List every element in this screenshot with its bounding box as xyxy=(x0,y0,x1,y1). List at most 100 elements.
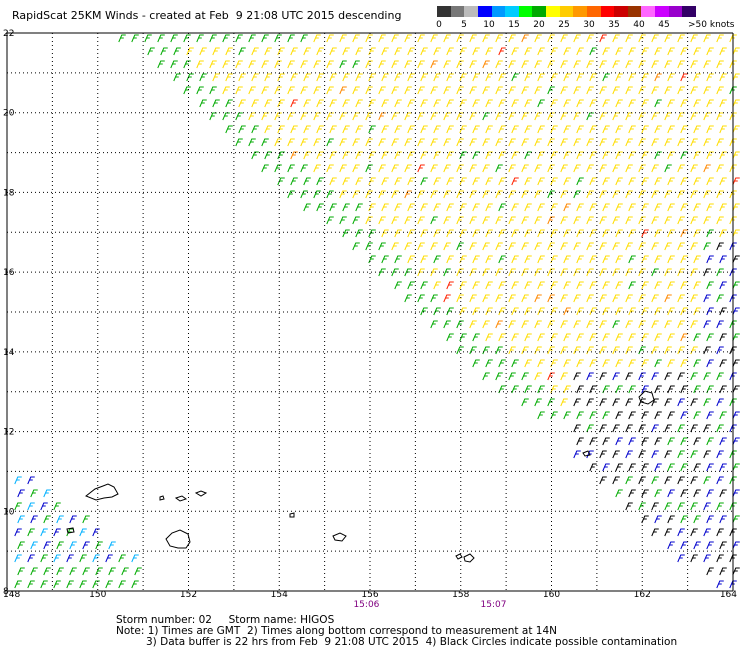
wind-barb xyxy=(121,567,129,576)
wind-barb xyxy=(625,398,633,407)
wind-barb xyxy=(238,73,246,82)
wind-barb xyxy=(238,47,246,56)
wind-barb xyxy=(680,307,688,316)
wind-barb xyxy=(511,385,519,394)
wind-barb xyxy=(443,34,451,43)
wind-barb xyxy=(716,346,724,355)
wind-barb xyxy=(664,450,672,459)
wind-barb xyxy=(511,99,519,108)
wind-barb xyxy=(378,86,386,95)
wind-barb xyxy=(326,112,334,121)
wind-barb xyxy=(625,424,633,433)
wind-barb xyxy=(573,86,581,95)
wind-barb xyxy=(560,398,568,407)
wind-barb xyxy=(667,99,675,108)
wind-barb xyxy=(264,125,272,134)
wind-barb xyxy=(443,60,451,69)
island-fais xyxy=(455,553,463,560)
wind-barb xyxy=(316,73,324,82)
wind-barb xyxy=(14,554,22,563)
wind-barb xyxy=(560,60,568,69)
wind-barb xyxy=(599,138,607,147)
wind-barb xyxy=(469,216,477,225)
wind-barb xyxy=(417,190,425,199)
wind-barb xyxy=(417,86,425,95)
wind-barb xyxy=(651,190,659,199)
wind-barb xyxy=(664,476,672,485)
wind-barb xyxy=(391,60,399,69)
wind-barb xyxy=(612,294,620,303)
wind-barb xyxy=(404,60,412,69)
wind-barb xyxy=(300,60,308,69)
wind-barb xyxy=(498,281,506,290)
wind-barb xyxy=(303,47,311,56)
wind-barb xyxy=(30,515,38,524)
wind-barb xyxy=(485,151,493,160)
wind-barb xyxy=(511,307,519,316)
wind-barb xyxy=(651,294,659,303)
wind-barb xyxy=(472,73,480,82)
wind-barb xyxy=(508,60,516,69)
wind-barb xyxy=(40,528,48,537)
wind-barb xyxy=(625,372,633,381)
wind-barb xyxy=(703,450,711,459)
wind-barb xyxy=(459,281,467,290)
wind-barb xyxy=(157,60,165,69)
wind-barb xyxy=(690,502,698,511)
wind-barb xyxy=(394,151,402,160)
wind-barb xyxy=(651,34,659,43)
wind-barb xyxy=(612,164,620,173)
wind-barb xyxy=(732,73,740,82)
wind-barb xyxy=(53,580,61,589)
wind-barb xyxy=(690,346,698,355)
wind-barb xyxy=(235,34,243,43)
wind-barb xyxy=(498,99,506,108)
wind-barb xyxy=(719,333,727,342)
wind-barb xyxy=(706,463,714,472)
scale-label: 35 xyxy=(608,20,620,30)
wind-barb xyxy=(680,281,688,290)
wind-barb xyxy=(404,294,412,303)
wind-barb xyxy=(313,86,321,95)
wind-barb xyxy=(677,86,685,95)
wind-barb xyxy=(27,580,35,589)
wind-barb xyxy=(664,528,672,537)
wind-barb xyxy=(472,177,480,186)
wind-barb xyxy=(508,294,516,303)
wind-barb xyxy=(716,190,724,199)
wind-barb xyxy=(92,528,100,537)
wind-barb xyxy=(443,190,451,199)
scale-swatch xyxy=(682,6,696,17)
wind-barb xyxy=(625,164,633,173)
wind-barb xyxy=(706,567,714,576)
wind-barb xyxy=(732,411,740,420)
wind-barb xyxy=(719,359,727,368)
wind-barb xyxy=(680,463,688,472)
wind-barb xyxy=(589,437,597,446)
wind-barb xyxy=(92,580,100,589)
wind-barb xyxy=(693,333,701,342)
wind-barb xyxy=(274,34,282,43)
wind-barb xyxy=(420,229,428,238)
wind-barb xyxy=(615,125,623,134)
wind-barb xyxy=(469,320,477,329)
wind-barb xyxy=(586,372,594,381)
scale-label: 40 xyxy=(633,20,645,30)
wind-barb xyxy=(576,281,584,290)
wind-barb xyxy=(443,320,451,329)
wind-barb xyxy=(563,99,571,108)
wind-barb xyxy=(716,476,724,485)
wind-barb xyxy=(92,554,100,563)
wind-barb xyxy=(680,125,688,134)
wind-barb xyxy=(638,424,646,433)
wind-barb xyxy=(342,125,350,134)
wind-barb xyxy=(368,177,376,186)
wind-barb xyxy=(586,34,594,43)
wind-barb xyxy=(576,229,584,238)
wind-barb xyxy=(118,34,126,43)
wind-barb xyxy=(599,476,607,485)
wind-barb xyxy=(173,47,181,56)
wind-barb xyxy=(654,307,662,316)
wind-barb xyxy=(277,151,285,160)
wind-barb xyxy=(404,138,412,147)
